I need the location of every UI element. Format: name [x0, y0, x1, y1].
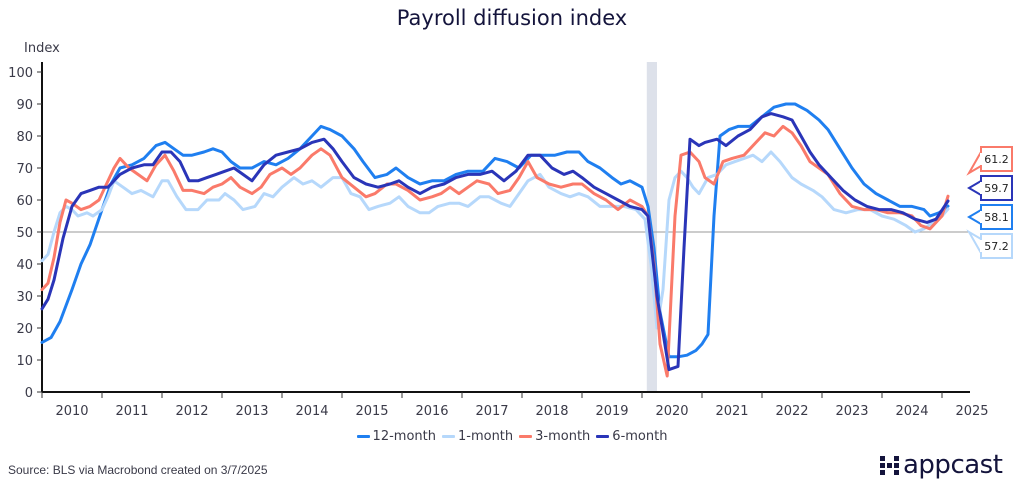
y-tick-label: 30	[16, 290, 33, 305]
callout-value: 59.7	[984, 182, 1009, 195]
end-value-callout-12-month: 58.1	[967, 204, 1013, 230]
legend-label: 3-month	[535, 429, 591, 444]
x-tick-label: 2011	[115, 404, 148, 419]
callout-value: 58.1	[984, 211, 1009, 224]
x-tick-label: 2024	[895, 404, 928, 419]
appcast-logo: appcast	[880, 450, 1003, 480]
series-line-6-month	[40, 112, 950, 372]
legend-swatch	[356, 435, 370, 438]
x-tick-label: 2025	[955, 404, 988, 419]
legend-item-12-month[interactable]: 12-month	[356, 429, 436, 444]
x-tick-label: 2021	[715, 404, 748, 419]
callout-joint	[980, 153, 983, 165]
series-line-3-month	[40, 124, 950, 378]
callout-pointer	[966, 229, 982, 254]
callout-pointer	[967, 180, 982, 196]
y-tick-label: 40	[16, 258, 33, 273]
y-tick-label: 60	[16, 194, 33, 209]
x-tick-label: 2018	[535, 404, 568, 419]
callout-pointer	[966, 151, 982, 176]
logo-mark-icon	[880, 455, 899, 475]
legend-label: 1-month	[457, 429, 514, 444]
y-tick-label: 20	[16, 322, 33, 337]
chart-title: Payroll diffusion index	[396, 6, 628, 30]
callout-joint	[980, 182, 983, 194]
series-line-1-month	[40, 150, 950, 330]
end-value-callout-6-month: 59.7	[967, 175, 1013, 201]
callout-value: 61.2	[984, 153, 1009, 166]
x-tick-label: 2014	[295, 404, 328, 419]
source-note: Source: BLS via Macrobond created on 3/7…	[8, 463, 268, 477]
legend: 12-month 1-month 3-month 6-month	[0, 429, 1024, 444]
x-tick-label: 2022	[775, 404, 808, 419]
y-axis-label: Index	[24, 41, 60, 56]
callout-value: 57.2	[984, 240, 1009, 253]
y-tick-label: 0	[25, 386, 33, 401]
legend-item-6-month[interactable]: 6-month	[596, 429, 667, 444]
x-tick-label: 2020	[655, 404, 688, 419]
y-tick-label: 80	[16, 130, 33, 145]
series-line-12-month	[40, 102, 950, 359]
x-tick-label: 2015	[355, 404, 388, 419]
x-tick-label: 2019	[595, 404, 628, 419]
legend-item-1-month[interactable]: 1-month	[441, 429, 514, 444]
callout-box	[980, 233, 1013, 259]
legend-label: 6-month	[612, 429, 668, 444]
legend-item-3-month[interactable]: 3-month	[519, 429, 590, 444]
y-tick-label: 100	[8, 66, 33, 81]
x-tick-label: 2016	[415, 404, 448, 419]
callout-box	[980, 146, 1013, 172]
logo-text: appcast	[903, 450, 1003, 480]
callout-pointer	[967, 209, 982, 225]
y-tick-label: 70	[16, 162, 33, 177]
x-tick-label: 2012	[175, 404, 208, 419]
x-tick-label: 2017	[475, 404, 508, 419]
end-value-callout-1-month: 57.2	[966, 229, 1013, 259]
legend-swatch	[441, 435, 455, 438]
y-tick-label: 10	[16, 354, 33, 369]
y-tick-label: 50	[16, 226, 33, 241]
x-tick-label: 2010	[55, 404, 88, 419]
x-tick-label: 2013	[235, 404, 268, 419]
callout-joint	[980, 240, 983, 252]
legend-swatch	[596, 435, 610, 438]
callout-joint	[980, 211, 983, 223]
legend-swatch	[519, 435, 533, 438]
callout-box	[980, 204, 1013, 230]
y-tick-label: 90	[16, 98, 33, 113]
x-tick-label: 2023	[835, 404, 868, 419]
legend-label: 12-month	[372, 429, 436, 444]
end-value-callout-3-month: 61.2	[966, 146, 1013, 176]
